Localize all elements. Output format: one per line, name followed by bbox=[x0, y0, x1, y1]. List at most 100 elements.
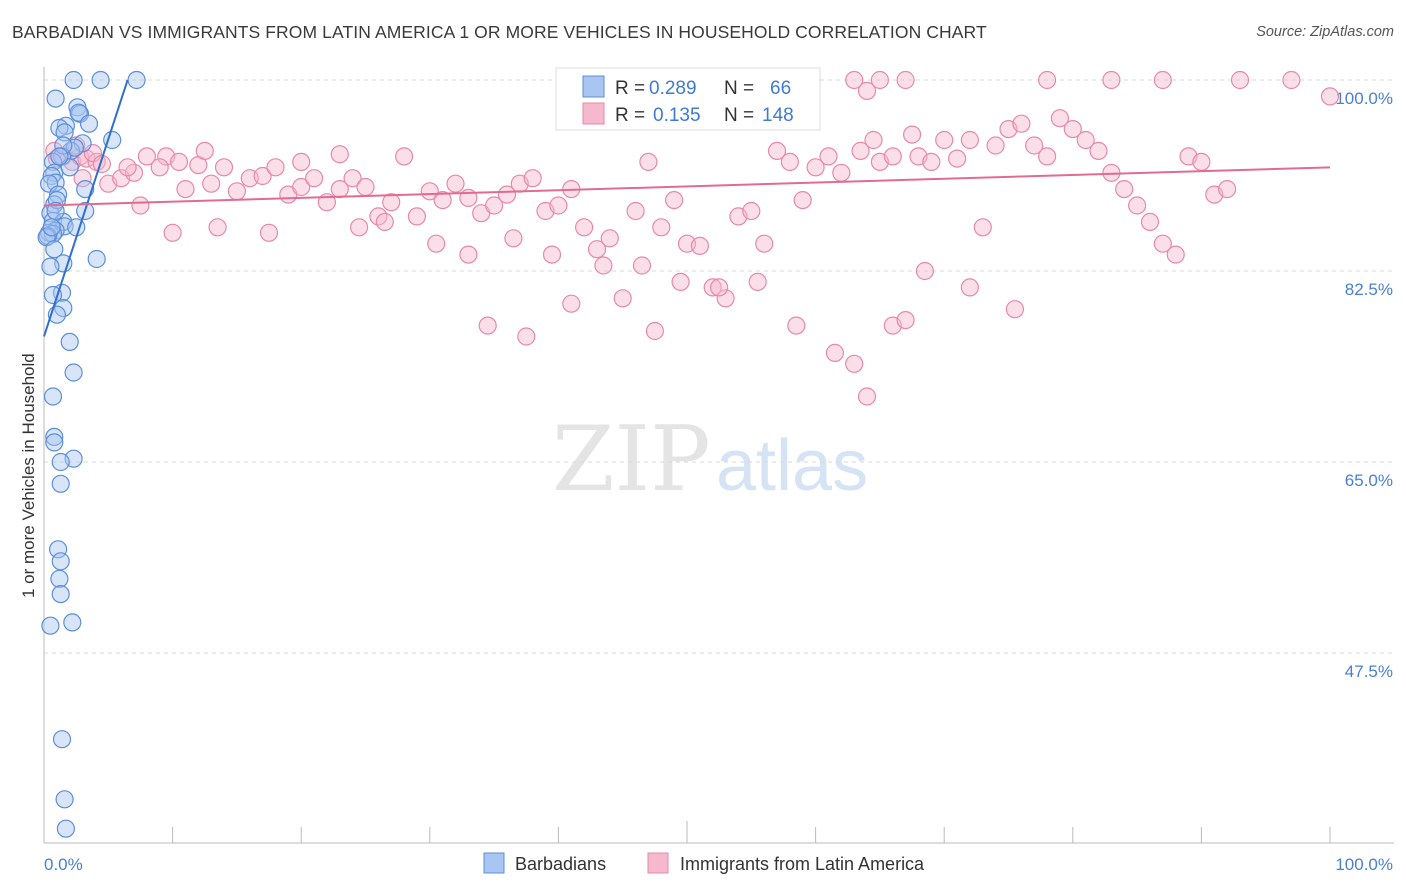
barbadians-point bbox=[103, 130, 122, 150]
latin-america-point bbox=[1037, 70, 1057, 90]
latin-america-point bbox=[562, 294, 581, 313]
latin-america-point bbox=[587, 240, 607, 259]
latin-america-point bbox=[748, 272, 767, 291]
barbadians-point bbox=[52, 730, 72, 749]
latin-america-point bbox=[214, 158, 234, 177]
latin-america-point bbox=[845, 354, 864, 373]
gridlines bbox=[44, 79, 1394, 654]
barbadians-point bbox=[63, 613, 82, 632]
legend-blue-swatch bbox=[582, 75, 605, 98]
latin-america-point bbox=[1050, 109, 1070, 128]
bottom-legend-blue-label: Barbadians bbox=[515, 854, 606, 874]
latin-america-point bbox=[350, 218, 369, 237]
latin-america-point bbox=[671, 272, 690, 291]
barbadians-point bbox=[51, 552, 70, 571]
y-tick-label: 47.5% bbox=[1345, 662, 1393, 681]
latin-america-point bbox=[497, 185, 517, 204]
barbadians-point bbox=[87, 249, 106, 269]
legend-pink-n-value: 148 bbox=[762, 105, 794, 126]
latin-america-point bbox=[787, 316, 806, 335]
latin-america-point bbox=[1230, 70, 1250, 90]
latin-america-point bbox=[896, 311, 915, 330]
barbadians-point bbox=[60, 332, 79, 351]
latin-america-point bbox=[1217, 180, 1237, 199]
barbadians-point bbox=[127, 70, 146, 90]
barbadians-point bbox=[51, 584, 70, 604]
latin-america-point bbox=[195, 141, 214, 160]
latin-america-point bbox=[857, 81, 877, 101]
latin-america-point bbox=[73, 169, 92, 188]
latin-america-point bbox=[92, 154, 112, 174]
latin-america-point bbox=[330, 145, 349, 164]
latin-america-point bbox=[150, 158, 169, 177]
latin-america-point bbox=[574, 218, 594, 237]
latin-america-point bbox=[1037, 147, 1057, 166]
latin-america-point bbox=[427, 234, 446, 253]
barbadians-point bbox=[54, 136, 73, 155]
legend-pink-r-label: R = bbox=[615, 105, 645, 126]
latin-america-point bbox=[1063, 120, 1082, 139]
latin-america-point bbox=[395, 147, 414, 166]
latin-america-point bbox=[1140, 212, 1160, 231]
latin-america-point bbox=[407, 207, 426, 226]
latin-america-point bbox=[935, 130, 954, 150]
barbadians-point bbox=[79, 114, 99, 133]
latin-america-point bbox=[986, 136, 1005, 155]
latin-america-point bbox=[652, 218, 671, 237]
barbadians-point bbox=[41, 616, 60, 635]
trend-lines bbox=[43, 79, 1331, 337]
source-credit: Source: ZipAtlas.com bbox=[1256, 24, 1394, 40]
barbadians-point bbox=[64, 70, 83, 90]
latin-america-point bbox=[1166, 245, 1185, 264]
barbadians-trend-line bbox=[43, 79, 129, 337]
latin-america-point bbox=[864, 130, 883, 150]
barbadians-point bbox=[45, 240, 64, 259]
barbadians-point bbox=[51, 452, 70, 472]
barbadians-point bbox=[50, 147, 69, 166]
latin-america-point bbox=[131, 196, 150, 215]
latin-america-point bbox=[253, 166, 272, 186]
legend-pink-swatch bbox=[582, 102, 605, 125]
barbadians-point bbox=[41, 257, 60, 276]
latin-america-point bbox=[664, 191, 684, 210]
x-tick-label-max: 100.0% bbox=[1335, 855, 1393, 874]
bottom-legend-pink-swatch bbox=[647, 852, 669, 874]
barbadians-point bbox=[45, 433, 64, 452]
latin-america-point bbox=[960, 130, 980, 150]
latin-america-point bbox=[1153, 70, 1172, 90]
latin-america-point bbox=[973, 218, 992, 237]
latin-america-point bbox=[169, 152, 189, 171]
bottom-legend-pink-label: Immigrants from Latin America bbox=[680, 854, 925, 874]
latin-america-point bbox=[1192, 152, 1211, 171]
latin-america-point bbox=[523, 169, 542, 188]
latin-america-point bbox=[478, 316, 497, 335]
latin-america-point bbox=[870, 70, 890, 90]
latin-america-point bbox=[485, 196, 504, 215]
latin-america-point bbox=[832, 163, 851, 182]
barbadians-point bbox=[76, 180, 95, 199]
latin-america-point bbox=[259, 223, 279, 242]
latin-america-point bbox=[1282, 70, 1301, 90]
latin-america-point bbox=[137, 147, 156, 166]
latin-america-point bbox=[446, 174, 465, 193]
latin-america-point bbox=[857, 387, 877, 406]
barbadians-point bbox=[65, 138, 85, 157]
legend-blue-r-value: 0.289 bbox=[649, 78, 697, 99]
legend-blue-r-label: R = bbox=[615, 78, 645, 99]
latin-america-point bbox=[639, 152, 658, 171]
latin-america-point bbox=[825, 343, 845, 362]
latin-america-point bbox=[176, 180, 195, 199]
legend-blue-n-label: N = bbox=[724, 78, 754, 99]
latin-america-point bbox=[292, 177, 311, 197]
latin-america-point bbox=[1025, 136, 1044, 155]
chart-title: BARBADIAN VS IMMIGRANTS FROM LATIN AMERI… bbox=[12, 22, 987, 42]
latin-america-point bbox=[626, 201, 645, 221]
latin-america-point bbox=[1320, 87, 1340, 106]
latin-america-point bbox=[227, 182, 246, 201]
barbadians-point bbox=[91, 70, 110, 90]
latin-america-point bbox=[292, 152, 311, 171]
latin-america-point bbox=[703, 278, 722, 297]
latin-america-point bbox=[806, 158, 825, 177]
latin-america-point bbox=[922, 152, 941, 171]
latin-america-point bbox=[1127, 196, 1147, 215]
